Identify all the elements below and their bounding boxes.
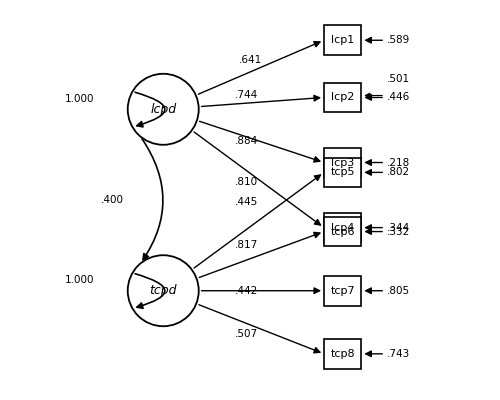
Text: .744: .744 <box>234 90 258 100</box>
Text: 1.000: 1.000 <box>64 94 94 104</box>
Text: .817: .817 <box>234 240 258 250</box>
FancyBboxPatch shape <box>324 148 362 177</box>
Text: .344: .344 <box>387 223 410 233</box>
Text: .589: .589 <box>387 35 410 45</box>
Text: 1.000: 1.000 <box>64 275 94 285</box>
Text: tcp6: tcp6 <box>330 226 355 236</box>
Text: .507: .507 <box>234 329 258 339</box>
FancyBboxPatch shape <box>324 213 362 242</box>
FancyBboxPatch shape <box>324 158 362 187</box>
Text: .501: .501 <box>387 74 410 84</box>
Text: .884: .884 <box>234 136 258 146</box>
Text: .802: .802 <box>387 167 410 177</box>
Text: tcp8: tcp8 <box>330 349 355 359</box>
Text: .400: .400 <box>102 195 124 205</box>
Text: .446: .446 <box>387 92 410 102</box>
Text: .332: .332 <box>387 226 410 236</box>
Text: .442: .442 <box>234 286 258 296</box>
Text: lcp4: lcp4 <box>331 223 354 233</box>
FancyBboxPatch shape <box>324 276 362 306</box>
Text: .810: .810 <box>234 177 258 187</box>
FancyArrowPatch shape <box>135 92 165 127</box>
FancyArrowPatch shape <box>135 274 165 308</box>
Text: lcpd: lcpd <box>150 103 176 116</box>
Text: tcp5: tcp5 <box>330 167 355 177</box>
Text: .445: .445 <box>234 197 258 207</box>
FancyBboxPatch shape <box>324 339 362 369</box>
Text: tcp7: tcp7 <box>330 286 355 296</box>
Text: lcp2: lcp2 <box>331 92 354 102</box>
FancyArrowPatch shape <box>142 139 163 260</box>
Text: lcp3: lcp3 <box>331 158 354 168</box>
Text: .641: .641 <box>238 55 262 65</box>
Text: .743: .743 <box>387 349 410 359</box>
FancyBboxPatch shape <box>324 26 362 55</box>
FancyBboxPatch shape <box>324 217 362 246</box>
Text: tcpd: tcpd <box>150 284 177 297</box>
Text: .218: .218 <box>387 158 410 168</box>
Text: .805: .805 <box>387 286 410 296</box>
FancyBboxPatch shape <box>324 83 362 112</box>
Text: lcp1: lcp1 <box>331 35 354 45</box>
